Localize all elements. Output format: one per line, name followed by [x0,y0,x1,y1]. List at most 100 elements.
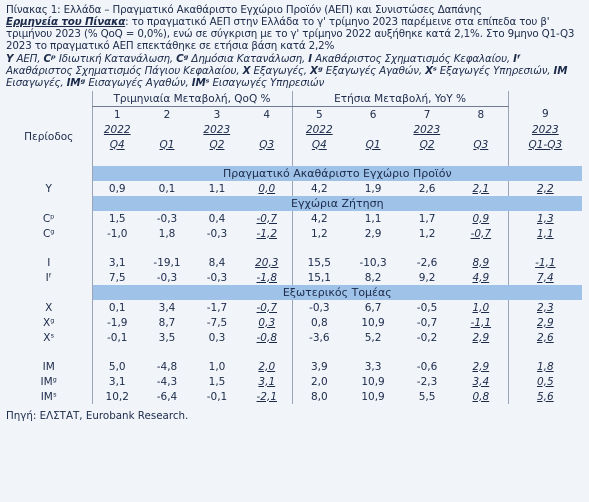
empty-cell [346,345,400,359]
quarter: Q3 [473,138,489,151]
legend-symbol: Cᵖ [43,53,56,65]
value-cell: 0,5 [507,374,583,389]
legend-symbol: X [242,65,251,77]
value-cell: -0,1 [206,390,228,403]
quarter: Q2 [209,138,225,151]
row-label: Xᵍ [43,316,55,329]
value-cell: 2,2 [507,181,583,196]
value-cell: -1,0 [91,226,142,241]
value-cell: -1,9 [91,315,142,330]
value-cell: 8,0 [291,389,347,404]
value-cell: -19,1 [153,256,181,269]
value-cell: -0,7 [470,227,492,240]
value-cell: 5,0 [91,359,142,374]
section-title: Εξωτερικός Τομέας [91,285,583,300]
legend-text: Ακαθάριστος Σχηματισμός Πάγιου Κεφαλαίου… [6,65,240,77]
empty-cell [242,345,292,359]
value-cell: 8,9 [472,256,490,269]
value-cell: 3,1 [91,374,142,389]
column-number: 2 [163,108,171,121]
year: 2023 [413,123,441,136]
row-label: IM [42,360,55,373]
value-cell: -7,5 [206,316,228,329]
empty-cell [192,345,242,359]
value-cell: 1,1 [507,226,583,241]
legend-text: Ακαθάριστος Σχηματισμός Κεφαλαίου, [315,53,510,65]
empty-cell [6,91,92,107]
value-cell: 1,3 [507,211,583,226]
value-cell: 0,9 [472,212,490,225]
row-label: IMᵍ [40,375,57,388]
value-cell: -1,1 [507,255,583,270]
empty-cell [6,241,92,255]
empty-cell [142,152,192,166]
header: Πίνακας 1: Ελλάδα – Πραγματικό Ακαθάριστ… [6,4,583,52]
legend-symbol: Iᶠ [513,53,521,65]
data-row: IMᵍ 3,1 -4,3 1,5 3,1 2,0 10,9 -2,3 3,4 0,5 [6,374,583,389]
group-header: Ετήσια Μεταβολή, YoY % [291,91,509,107]
legend-text: Εισαγωγές, [6,77,64,89]
data-row: Y 0,9 0,1 1,1 0,0 4,2 1,9 2,6 2,1 2,2 [6,181,583,196]
data-row: Iᶠ 7,5 -0,3 -0,3 -1,8 15,1 8,2 9,2 4,9 7,4 [6,270,583,285]
value-cell: 1,7 [418,212,436,225]
empty-cell [192,152,242,166]
legend-symbol: Cᵍ [176,53,189,65]
quarter: Q1 [159,138,175,151]
value-cell: 20,3 [255,256,279,269]
value-cell: -1,2 [256,227,278,240]
group-header-row: Τριμηνιαία Μεταβολή, QoQ % Ετήσια Μεταβολ… [6,91,583,107]
value-cell: 9,2 [418,271,436,284]
empty-cell [6,196,92,211]
value-cell: 10,9 [361,390,385,403]
data-row: Cᵖ 1,5 -0,3 0,4 -0,7 4,2 1,1 1,7 0,9 1,3 [6,211,583,226]
year-row: Περίοδος 2022 2023 2022 2023 2023 [6,122,583,143]
column-number: 7 [423,108,431,121]
value-cell: 8,4 [208,256,226,269]
empty-cell [242,152,292,166]
empty-cell [6,166,92,181]
data-row: IM 5,0 -4,8 1,0 2,0 3,9 3,3 -0,6 2,9 1,8 [6,359,583,374]
value-cell: 0,0 [258,182,276,195]
year: 2022 [91,122,142,137]
value-cell: 2,9 [472,331,490,344]
value-cell: -4,8 [156,360,178,373]
empty-cell [346,241,400,255]
column-number: 3 [213,108,221,121]
data-row: Xˢ -0,1 3,5 0,3 -0,8 -3,6 5,2 -0,2 2,9 2,6 [6,330,583,345]
section-row: Πραγματικό Ακαθάριστο Εγχώριο Προϊόν [6,166,583,181]
empty-cell [6,107,92,123]
legend-text: Εισαγωγές Αγαθών, [88,77,189,89]
blank-row [6,152,583,166]
value-cell: 3,5 [158,331,176,344]
row-label: Y [45,182,52,195]
value-cell: 3,1 [91,255,142,270]
value-cell: 0,8 [472,390,490,403]
value-cell: 8,7 [158,316,176,329]
value-cell: 0,3 [208,331,226,344]
value-cell: 0,9 [91,181,142,196]
quarter: Q2 [419,138,435,151]
value-cell: -0,7 [256,212,278,225]
data-row: IMˢ 10,2 -6,4 -0,1 -2,1 8,0 10,9 5,5 0,8 5,6 [6,389,583,404]
legend-symbol: IMᵍ [66,77,86,89]
column-number: 9 [507,106,583,122]
value-cell: 2,6 [418,182,436,195]
quarter-row: Q4 Q1 Q2 Q3 Q4 Q1 Q2 Q3 Q1-Q3 [6,137,583,152]
legend: Y ΑΕΠ, Cᵖ Ιδιωτική Κατανάλωση, Cᵍ Δημόσι… [6,53,583,89]
value-cell: -2,6 [416,256,438,269]
value-cell: 5,5 [418,390,436,403]
empty-cell [507,345,583,359]
value-cell: 1,0 [208,360,226,373]
value-cell: -0,3 [156,212,178,225]
value-cell: -6,4 [156,390,178,403]
empty-cell [454,152,508,166]
data-table: Τριμηνιαία Μεταβολή, QoQ % Ετήσια Μεταβολ… [6,91,583,404]
value-cell: -2,1 [256,390,278,403]
value-cell: -1,7 [206,301,228,314]
row-label: X [45,301,53,314]
value-cell: 1,2 [291,226,347,241]
value-cell: 10,2 [91,389,142,404]
row-label: Cᵖ [42,212,55,225]
value-cell: 3,4 [472,375,490,388]
